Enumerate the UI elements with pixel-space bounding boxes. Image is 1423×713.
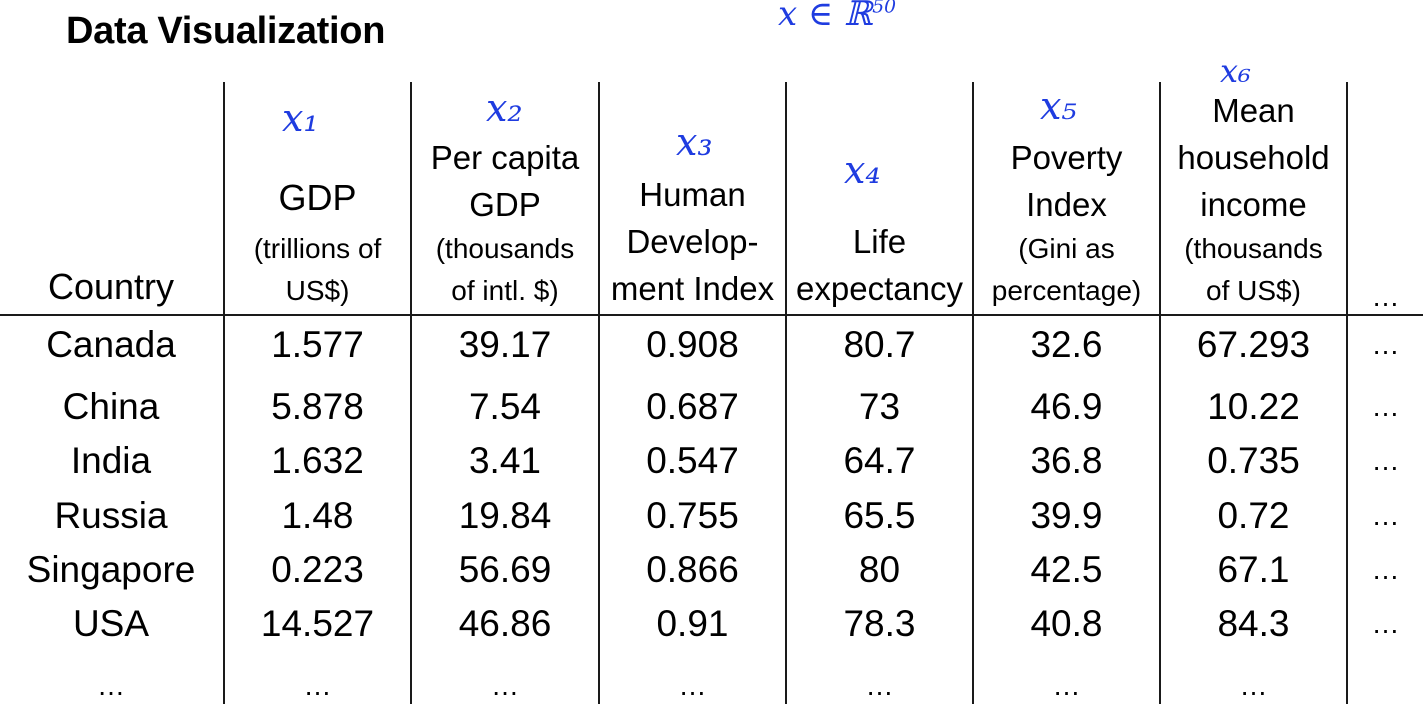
table-cell: 5.878 xyxy=(271,386,364,427)
column-divider xyxy=(972,82,974,704)
header-household-income: Mean household income (thousands of US$) xyxy=(1177,92,1330,306)
handwritten-feature-label: x₄ xyxy=(844,148,881,192)
table-cell: … xyxy=(1371,445,1400,476)
table-cell: … xyxy=(865,670,894,701)
country-cell: Canada xyxy=(46,324,176,365)
country-cell: India xyxy=(70,440,152,481)
column-divider xyxy=(598,82,600,704)
table-cell: … xyxy=(1371,329,1400,360)
table-cell: 84.3 xyxy=(1217,603,1290,644)
column-divider xyxy=(1159,82,1161,704)
table-cell: 0.687 xyxy=(646,386,739,427)
table-cell: 0.908 xyxy=(646,324,739,365)
table-cell: … xyxy=(1371,391,1400,422)
country-cell: … xyxy=(97,670,125,701)
table-cell: 67.293 xyxy=(1196,324,1311,365)
header-gdp: GDP (trillions of US$) xyxy=(253,177,382,306)
column-divider xyxy=(410,82,412,704)
table-cell: 39.17 xyxy=(458,324,552,365)
table-cell: 32.6 xyxy=(1030,324,1103,365)
header-life-expectancy: Life expectancy xyxy=(796,223,963,307)
table-cell: 64.7 xyxy=(843,440,916,481)
column-divider xyxy=(785,82,787,704)
country-cell: USA xyxy=(72,603,150,644)
header-hdi: Human Develop- ment Index xyxy=(610,176,775,307)
table-cell: … xyxy=(1371,608,1400,639)
table-cell: … xyxy=(1052,670,1081,701)
table-cell: 67.1 xyxy=(1217,549,1290,590)
table-cell: 14.527 xyxy=(260,603,375,644)
table-cell: 46.9 xyxy=(1030,386,1103,427)
table-cell: 65.5 xyxy=(843,495,916,536)
table-cell: 3.41 xyxy=(468,440,541,481)
header-more-columns: … xyxy=(1371,281,1400,312)
handwritten-feature-label: x₁ xyxy=(282,96,319,140)
header-divider xyxy=(0,314,1423,316)
table-cell: 40.8 xyxy=(1030,603,1103,644)
handwritten-feature-label: x₆ xyxy=(1220,52,1251,90)
table-cell: 0.72 xyxy=(1217,495,1290,536)
table-cell: 0.547 xyxy=(646,440,739,481)
handwritten-feature-label: x₂ xyxy=(486,86,523,130)
table-cell: 7.54 xyxy=(468,386,541,427)
table-cell: 46.86 xyxy=(458,603,552,644)
table-cell: … xyxy=(678,670,707,701)
handwritten-feature-label: x₅ xyxy=(1040,84,1077,128)
table-cell: 42.5 xyxy=(1030,549,1103,590)
table-cell: … xyxy=(303,670,332,701)
table-cell: 1.48 xyxy=(281,495,354,536)
table-cell: … xyxy=(1371,500,1400,531)
table-cell: 1.632 xyxy=(271,440,364,481)
header-country: Country xyxy=(47,266,175,307)
table-cell: 78.3 xyxy=(843,603,916,644)
country-cell: Russia xyxy=(54,495,168,536)
table-cell: 10.22 xyxy=(1207,386,1300,427)
handwritten-feature-label: x₃ xyxy=(676,120,713,164)
column-divider xyxy=(223,82,225,704)
header-poverty-index: Poverty Index (Gini as percentage) xyxy=(991,139,1142,306)
table-cell: 0.866 xyxy=(646,549,739,590)
header-per-capita-gdp: Per capita GDP (thousands of intl. $) xyxy=(430,139,580,306)
table-cell: 39.9 xyxy=(1030,495,1103,536)
table-cell: 1.577 xyxy=(271,324,364,365)
column-divider xyxy=(1346,82,1348,704)
country-cell: China xyxy=(62,386,160,427)
table-cell: 0.91 xyxy=(656,603,729,644)
table-cell: … xyxy=(1371,554,1400,585)
table-cell: 19.84 xyxy=(458,495,552,536)
table-cell: 0.755 xyxy=(646,495,739,536)
page-title: Data Visualization xyxy=(66,10,386,52)
table-cell: 0.223 xyxy=(271,549,364,590)
table-cell: … xyxy=(1239,670,1268,701)
table-cell: 80.7 xyxy=(843,324,916,365)
table-cell: 73 xyxy=(858,386,901,427)
table-cell: … xyxy=(491,670,519,701)
table-cell: 36.8 xyxy=(1030,440,1103,481)
country-cell: Singapore xyxy=(26,549,196,590)
table-cell: 80 xyxy=(858,549,901,590)
table-cell: 56.69 xyxy=(458,549,552,590)
handwritten-set-note: x ∈ ℝ50 xyxy=(778,0,896,34)
table-cell: 0.735 xyxy=(1207,440,1300,481)
table-cell xyxy=(1348,659,1423,713)
